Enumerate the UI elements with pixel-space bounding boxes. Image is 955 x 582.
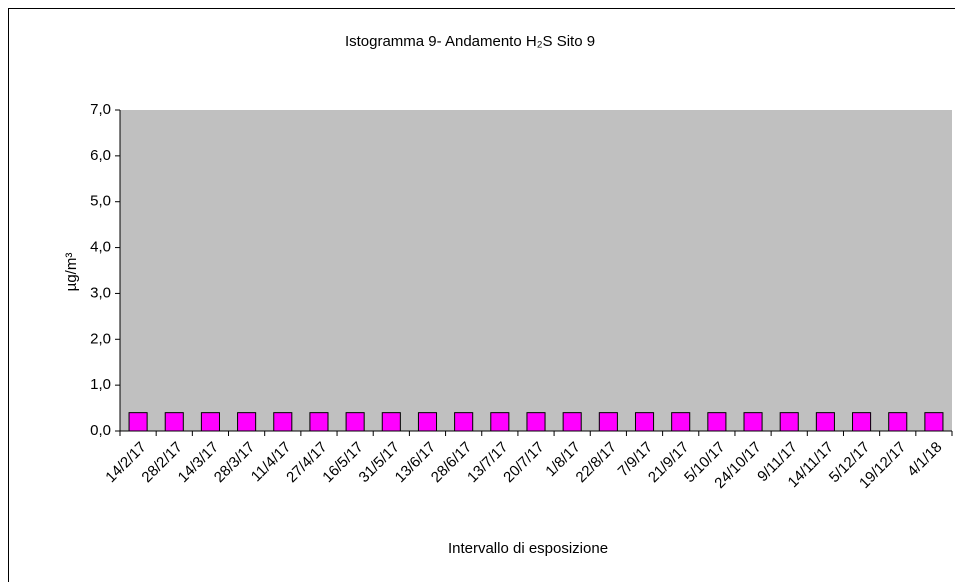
- y-tick-label: 7,0: [90, 101, 111, 118]
- bar: [526, 412, 546, 432]
- bar: [707, 412, 727, 432]
- bar: [345, 412, 365, 432]
- chart-title: Istogramma 9- Andamento H₂S Sito 9: [345, 33, 595, 50]
- y-tick-label: 5,0: [90, 193, 111, 210]
- bar: [273, 412, 293, 432]
- bar: [562, 412, 582, 432]
- bar: [164, 412, 184, 432]
- x-tick-label: 28/3/17: [211, 439, 258, 486]
- bar: [671, 412, 691, 432]
- x-tick-label: 4/1/18: [904, 439, 946, 481]
- bar: [417, 412, 438, 432]
- bar: [815, 412, 835, 432]
- y-tick-label: 1,0: [90, 376, 111, 393]
- bar: [598, 412, 618, 432]
- bar: [490, 412, 510, 432]
- bar: [743, 412, 763, 432]
- bar: [381, 412, 401, 432]
- y-tick-label: 0,0: [90, 422, 111, 439]
- bar: [779, 412, 799, 432]
- bar: [200, 412, 220, 432]
- bar: [924, 412, 944, 432]
- bar: [237, 412, 257, 432]
- y-tick-label: 4,0: [90, 239, 111, 256]
- bar: [634, 412, 655, 432]
- x-tick-label: 20/7/17: [500, 439, 547, 486]
- y-axis-title: µg/m³: [63, 253, 80, 292]
- chart-frame: [8, 8, 955, 582]
- y-tick-label: 6,0: [90, 147, 111, 164]
- x-axis-title: Intervallo di esposizione: [448, 540, 608, 557]
- plot-area: [120, 110, 952, 431]
- bar: [309, 412, 329, 432]
- bar: [454, 412, 474, 432]
- x-tick-label: 22/8/17: [573, 439, 620, 486]
- bar: [888, 412, 908, 432]
- y-tick-label: 3,0: [90, 284, 111, 301]
- bar: [128, 412, 148, 432]
- y-tick-label: 2,0: [90, 330, 111, 347]
- bar: [852, 412, 872, 432]
